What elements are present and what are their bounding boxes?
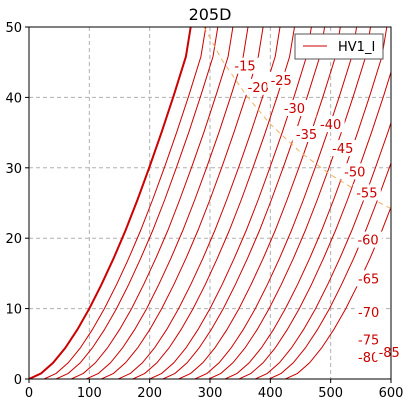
curve-label-bg xyxy=(354,270,383,287)
curve-grid-bias-10 xyxy=(178,27,341,379)
curve-grid-bias-6 xyxy=(118,27,281,379)
curve-label-bg xyxy=(280,99,309,116)
x-tick-label: 400 xyxy=(258,386,283,401)
y-tick-label: 0 xyxy=(14,373,22,388)
curve-label-bg xyxy=(354,304,383,321)
legend-entry: HV1_I xyxy=(338,40,375,55)
curve-label: -50 xyxy=(344,165,365,180)
curve-label: -40 xyxy=(320,118,341,133)
x-tick-label: 600 xyxy=(379,386,404,401)
y-tick-label: 50 xyxy=(5,21,22,36)
curve-grid-bias-17 xyxy=(285,205,391,379)
curve-label-bg xyxy=(354,231,383,248)
x-tick-label: 100 xyxy=(77,386,102,401)
curve-label: -75 xyxy=(358,334,379,349)
y-tick-label: 20 xyxy=(5,232,22,247)
chart-title: 205D xyxy=(189,5,232,24)
curve-label: -30 xyxy=(284,102,305,117)
x-tick-label: 300 xyxy=(198,386,223,401)
curve-label-bg xyxy=(267,71,296,88)
y-tick-label: 40 xyxy=(5,91,22,106)
legend: HV1_I xyxy=(294,33,384,60)
curve-grid-bias-0 xyxy=(29,27,192,379)
curve-grid-bias-13 xyxy=(224,27,388,379)
curve-grid-bias-7 xyxy=(132,27,295,379)
curve-grid-bias-4 xyxy=(86,27,249,379)
x-tick-label: 500 xyxy=(318,386,343,401)
curve-labels: -15-20 -25-30-35-40-45-50-55-60-65-70-75-… xyxy=(230,57,404,366)
x-tick-label: 0 xyxy=(25,386,33,401)
curve-grid-bias-15 xyxy=(255,121,391,379)
curve-label-bg xyxy=(340,163,369,180)
curve-grid-bias-14 xyxy=(238,70,391,379)
curve-grid-bias-12 xyxy=(208,27,371,379)
curve-grid-bias-3 xyxy=(70,27,234,379)
curve-label-bg xyxy=(244,78,273,95)
curve-grid-bias-1 xyxy=(43,27,207,379)
axis-ticks: 0 100 200 300 400 500 600 0 10 20 30 40 50 xyxy=(5,21,403,401)
curve-grid-bias-5 xyxy=(101,27,264,379)
curve-label: -80 xyxy=(358,351,379,366)
curve-grid-bias-16 xyxy=(268,161,391,379)
x-tick-label: 200 xyxy=(137,386,162,401)
curve-label: -35 xyxy=(296,128,317,143)
curve-label-bg xyxy=(292,126,321,143)
curve-label: -20 xyxy=(248,81,269,96)
curve-label: -85 xyxy=(379,346,400,361)
y-tick-label: 30 xyxy=(5,162,22,177)
curve-label: -60 xyxy=(357,234,378,249)
curve-grid-bias-2 xyxy=(55,27,219,379)
curve-label-bg xyxy=(230,57,259,74)
curve-label: -55 xyxy=(356,186,377,201)
curve-label-bg xyxy=(328,140,357,157)
curve-label: -15 xyxy=(234,60,255,75)
curve-label-bg xyxy=(354,331,383,348)
curve-label: -45 xyxy=(332,142,353,157)
curve-grid-bias-11 xyxy=(194,27,358,379)
y-tick-label: 10 xyxy=(5,303,22,318)
curve-label: -70 xyxy=(358,306,379,321)
curve-label-bg xyxy=(316,116,345,133)
curve-label-bg xyxy=(375,344,404,361)
curve-label-bg xyxy=(352,184,381,201)
curve-label: -25 xyxy=(271,74,292,89)
curve-label: -65 xyxy=(358,272,379,287)
